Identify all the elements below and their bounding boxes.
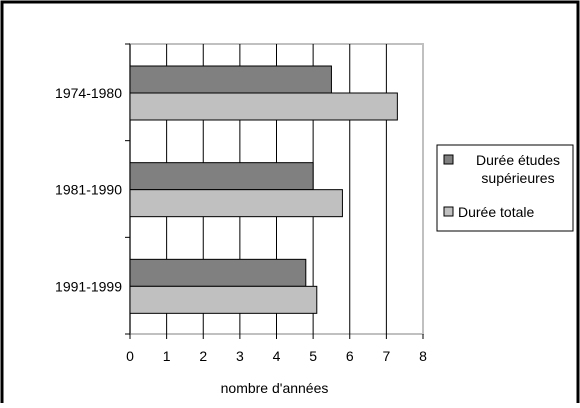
x-tick-label: 8 [419,348,427,364]
bar-totale [129,285,318,314]
x-tick-label: 2 [199,348,207,364]
legend-label: supérieures [481,170,554,186]
category-label: 1991-1999 [55,278,122,294]
legend-swatch [443,154,454,165]
category-label: 1974-1980 [55,85,122,101]
bar-totale [129,189,343,218]
bar-etudes [129,65,332,94]
legend [436,144,574,232]
x-tick-label: 5 [309,348,317,364]
x-tick-label: 6 [346,348,354,364]
bar-etudes [129,162,314,191]
x-axis-label: nombre d'années [221,380,329,396]
category-label: 1981-1990 [55,182,122,198]
x-tick-label: 0 [126,348,134,364]
x-tick-label: 4 [273,348,281,364]
x-tick-label: 3 [236,348,244,364]
bar-totale [129,92,398,121]
x-tick-label: 7 [382,348,390,364]
legend-swatch [443,206,454,217]
legend-label: Durée totale [458,204,534,220]
legend-label: Durée études [476,152,560,168]
bar-etudes [129,258,307,287]
x-tick-label: 1 [163,348,171,364]
